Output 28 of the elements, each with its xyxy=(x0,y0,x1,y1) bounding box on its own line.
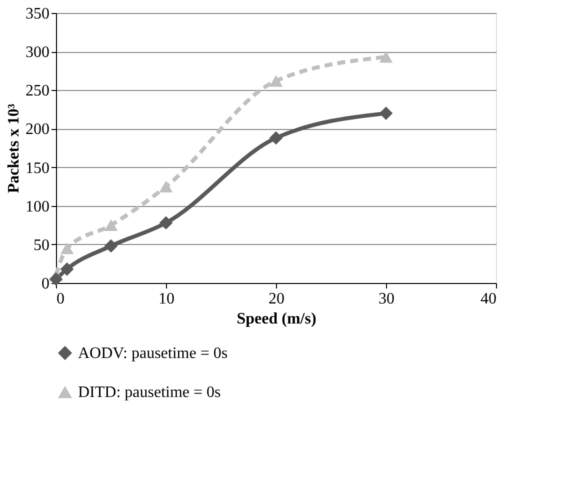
y-tick-label: 0 xyxy=(42,276,50,292)
point xyxy=(60,242,74,254)
point xyxy=(379,51,393,63)
x-axis-title: Speed (m/s) xyxy=(236,310,316,328)
point xyxy=(379,106,393,120)
y-tick-label: 250 xyxy=(26,82,50,100)
x-tick-label: 40 xyxy=(480,290,496,308)
y-tick-label: 100 xyxy=(26,198,50,216)
y-tick-label: 350 xyxy=(26,6,50,22)
point xyxy=(269,75,283,87)
x-tick-label: 30 xyxy=(378,290,394,308)
point xyxy=(104,219,118,231)
point xyxy=(159,216,173,230)
point xyxy=(104,239,118,253)
y-tick-label: 300 xyxy=(26,44,50,62)
legend-label: DITD: pausetime = 0s xyxy=(78,384,221,401)
legend-label: AODV: pausetime = 0s xyxy=(78,345,228,362)
y-tick-label: 50 xyxy=(34,236,50,254)
point xyxy=(60,262,74,276)
y-tick-label: 200 xyxy=(26,121,50,138)
y-axis-title: Packets x 10³ xyxy=(6,104,22,194)
x-tick-label: 0 xyxy=(56,290,64,308)
point xyxy=(159,180,173,192)
point xyxy=(49,272,63,286)
point xyxy=(269,131,283,145)
x-tick-label: 20 xyxy=(268,290,284,308)
x-tick-label: 10 xyxy=(158,290,174,308)
y-tick-label: 150 xyxy=(26,160,50,177)
